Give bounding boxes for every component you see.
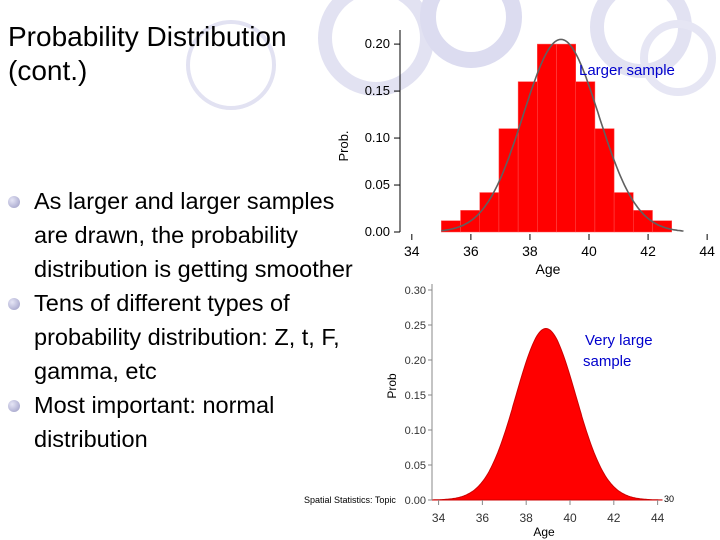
y-tick-label: 0.20	[405, 355, 426, 367]
x-tick-label: 38	[522, 243, 538, 259]
bullet-text: As larger and larger samples are drawn, …	[34, 188, 353, 282]
y-axis-label: Prob.	[336, 130, 351, 161]
y-tick-label: 0.05	[365, 177, 390, 192]
bullet-icon	[8, 196, 20, 208]
x-tick-label: 44	[699, 243, 715, 259]
x-tick-label: 40	[581, 243, 597, 259]
x-tick-label: 42	[640, 243, 656, 259]
slide-title-line2: (cont.)	[8, 55, 88, 86]
y-tick-label: 0.20	[365, 36, 390, 51]
decorative-ring	[640, 20, 716, 96]
slide-title: Probability Distribution (cont.)	[8, 20, 348, 88]
y-tick-label: 0.15	[405, 390, 426, 402]
slide-title-line1: Probability Distribution	[8, 21, 287, 52]
bullet-list: As larger and larger samples are drawn, …	[6, 184, 356, 456]
footer-text: Spatial Statistics: Topic	[304, 495, 396, 505]
x-tick-label: 36	[476, 511, 490, 525]
y-tick-label: 0.25	[405, 320, 426, 332]
bullet-item: Tens of different types of probability d…	[6, 286, 356, 388]
x-tick-label: 44	[651, 511, 665, 525]
annotation-very-large-line1: Very large	[585, 332, 653, 349]
x-tick-label: 36	[463, 243, 479, 259]
bullet-icon	[8, 298, 20, 310]
x-tick-label: 38	[520, 511, 534, 525]
page-number: 30	[664, 494, 675, 504]
bullet-text: Tens of different types of probability d…	[34, 290, 340, 384]
bullet-icon	[8, 400, 20, 412]
y-axis-label: Prob	[385, 373, 399, 399]
y-tick-label: 0.00	[405, 495, 426, 507]
x-axis-label: Age	[536, 261, 561, 277]
y-tick-label: 0.10	[365, 130, 390, 145]
bullet-text: Most important: normal distribution	[34, 392, 275, 452]
x-tick-label: 40	[563, 511, 577, 525]
normal-curve-area	[431, 327, 663, 501]
decorative-ring	[186, 20, 276, 110]
y-tick-label: 0.05	[405, 460, 426, 472]
x-tick-label: 34	[404, 243, 420, 259]
normal-curve-line	[441, 38, 684, 232]
y-tick-label: 0.00	[365, 224, 390, 239]
x-tick-label: 42	[607, 511, 621, 525]
annotation-very-large-line2: sample	[583, 353, 631, 370]
y-tick-label: 0.15	[365, 83, 390, 98]
x-axis-label: Age	[533, 525, 555, 539]
histogram-bar	[594, 128, 615, 233]
y-tick-label: 0.10	[405, 425, 426, 437]
bullet-item: As larger and larger samples are drawn, …	[6, 184, 356, 286]
y-tick-label: 0.30	[405, 285, 426, 297]
x-tick-label: 34	[432, 511, 446, 525]
annotation-larger-sample: Larger sample	[579, 62, 675, 79]
bullet-item: Most important: normal distribution	[6, 388, 356, 456]
